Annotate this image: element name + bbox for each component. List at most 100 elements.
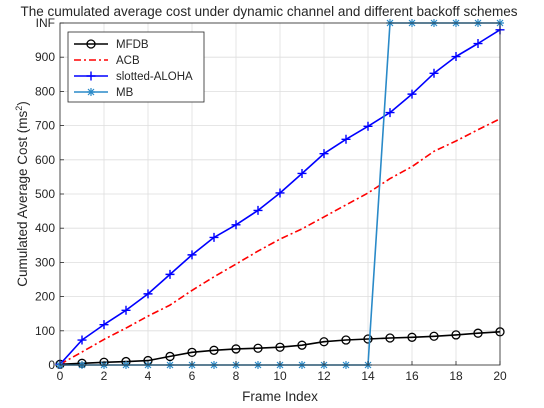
data-point-mfdb [165,351,175,362]
data-point-slotted-aloha [231,220,241,230]
data-point-mfdb [319,337,329,347]
legend-swatch-marker [86,39,96,49]
series-line-mfdb [59,331,501,366]
x-tick-label: 0 [57,369,64,383]
legend-label: MB [116,87,134,99]
legend-swatch-marker [87,88,95,96]
marker-plus [363,121,373,131]
legend-item-mb: MB [74,87,134,99]
data-point-slotted-aloha [99,320,109,330]
marker-circle [86,39,96,49]
data-point-slotted-aloha [187,250,197,260]
marker-plus [121,305,131,315]
x-tick-label: 8 [233,369,240,383]
legend-label: MFDB [116,39,149,51]
data-point-mfdb [297,340,307,350]
y-tick-label: 500 [35,187,55,201]
data-point-slotted-aloha [165,269,175,279]
x-tick-label: 6 [189,369,196,383]
marker-plus [407,89,417,99]
x-tick-label: 4 [145,369,152,383]
marker-circle [275,342,285,352]
y-tick-label: 400 [35,221,55,235]
marker-circle [473,328,483,338]
marker-plus [187,250,197,260]
marker-plus [297,168,307,178]
marker-plus [253,205,263,215]
y-axis-label-main: Cumulated Average Cost (ms [15,110,30,286]
data-point-slotted-aloha [253,205,263,215]
y-tick-label: 100 [35,324,55,338]
y-tick-label: INF [36,16,55,30]
marker-circle [341,335,351,345]
data-point-slotted-aloha [297,168,307,178]
marker-plus [275,188,285,198]
marker-plus [209,232,219,242]
data-point-slotted-aloha [209,232,219,242]
marker-circle [385,333,395,343]
marker-plus [429,68,439,78]
x-tick-label: 14 [361,369,375,383]
data-point-mfdb [385,333,395,343]
data-point-mfdb [363,334,373,344]
data-point-mfdb [187,347,197,357]
legend-item-mfdb: MFDB [74,39,149,51]
data-point-slotted-aloha [77,335,87,345]
marker-plus [165,269,175,279]
data-point-mfdb [209,345,219,355]
marker-circle [407,332,417,342]
marker-circle [297,340,307,350]
y-tick-label: 600 [35,153,55,167]
data-point-mfdb [429,331,439,341]
marker-plus [451,52,461,62]
y-axis-label-close: ) [15,101,30,106]
series-acb [59,118,501,365]
marker-circle [253,343,263,353]
data-point-slotted-aloha [319,149,329,159]
data-point-slotted-aloha [473,39,483,49]
data-point-slotted-aloha [363,121,373,131]
data-point-mfdb [341,335,351,345]
marker-plus [473,39,483,49]
marker-plus [341,134,351,144]
y-axis-label-superscript: 2 [14,106,24,111]
data-point-mfdb [253,343,263,353]
series-mfdb [55,327,505,369]
marker-circle [209,345,219,355]
y-tick-label: 800 [35,84,55,98]
data-point-mfdb [231,344,241,354]
x-tick-label: 20 [493,369,507,383]
x-tick-label: 18 [449,369,463,383]
data-point-mfdb [451,330,461,340]
x-tick-label: 16 [405,369,419,383]
data-point-slotted-aloha [385,108,395,118]
x-tick-label: 12 [317,369,331,383]
legend: MFDB ACB slotted-ALOHA MB [67,31,205,103]
data-point-mfdb [407,332,417,342]
legend-swatch-marker [86,71,96,81]
marker-circle [429,331,439,341]
y-tick-label: 900 [35,50,55,64]
data-point-mfdb [473,328,483,338]
marker-plus [143,289,153,299]
data-point-slotted-aloha [275,188,285,198]
y-tick-label: 0 [48,358,55,372]
marker-circle [451,330,461,340]
marker-plus [77,335,87,345]
axis-ticks: 0 2 4 6 8 10 12 14 16 18 2001002003004005006007008… [35,16,507,383]
data-point-slotted-aloha [341,134,351,144]
data-point-slotted-aloha [407,89,417,99]
data-point-slotted-aloha [143,289,153,299]
marker-circle [363,334,373,344]
legend-item-slotted-aloha: slotted-ALOHA [74,71,193,83]
marker-circle [187,347,197,357]
marker-plus [319,149,329,159]
data-point-slotted-aloha [121,305,131,315]
marker-circle [165,351,175,362]
data-point-mfdb [275,342,285,352]
marker-plus [86,71,96,81]
y-tick-label: 700 [35,119,55,133]
marker-plus [385,108,395,118]
x-tick-label: 2 [101,369,108,383]
y-tick-label: 200 [35,290,55,304]
